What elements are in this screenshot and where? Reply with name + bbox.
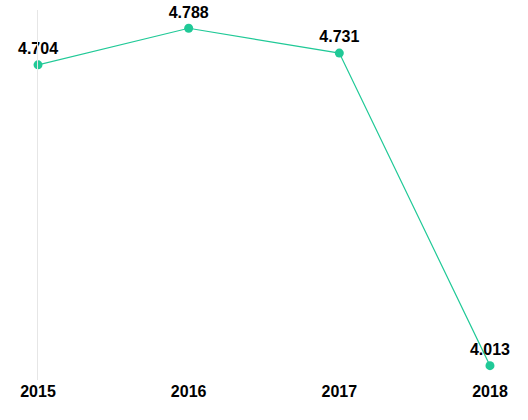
svg-text:2018: 2018	[472, 383, 508, 400]
svg-text:4.731: 4.731	[319, 28, 359, 45]
svg-text:4.013: 4.013	[470, 341, 510, 358]
svg-text:4.704: 4.704	[18, 40, 58, 57]
svg-text:4.788: 4.788	[169, 4, 209, 21]
svg-text:2017: 2017	[322, 383, 358, 400]
svg-text:2016: 2016	[171, 383, 207, 400]
svg-text:2015: 2015	[20, 383, 56, 400]
